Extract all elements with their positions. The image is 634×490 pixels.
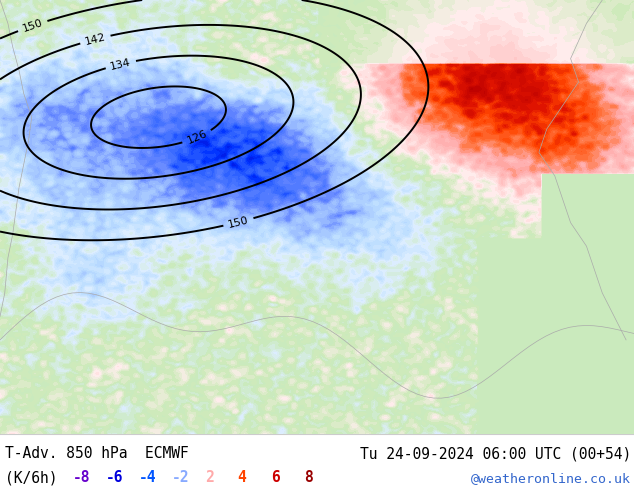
Text: -6: -6 xyxy=(106,470,124,486)
Text: -2: -2 xyxy=(172,470,190,486)
Text: -4: -4 xyxy=(139,470,157,486)
Text: T-Adv. 850 hPa  ECMWF: T-Adv. 850 hPa ECMWF xyxy=(5,446,189,461)
Text: 126: 126 xyxy=(185,128,209,146)
Text: 142: 142 xyxy=(84,32,107,47)
Text: (K/6h): (K/6h) xyxy=(5,470,58,486)
Text: 6: 6 xyxy=(271,470,280,486)
Text: Tu 24-09-2024 06:00 UTC (00+54): Tu 24-09-2024 06:00 UTC (00+54) xyxy=(359,446,631,461)
Text: @weatheronline.co.uk: @weatheronline.co.uk xyxy=(471,472,631,486)
Text: 8: 8 xyxy=(304,470,313,486)
Text: 4: 4 xyxy=(238,470,247,486)
Text: 150: 150 xyxy=(227,215,250,229)
Text: 2: 2 xyxy=(205,470,214,486)
Text: -8: -8 xyxy=(73,470,91,486)
Text: 134: 134 xyxy=(109,57,133,72)
Text: 150: 150 xyxy=(21,18,44,34)
